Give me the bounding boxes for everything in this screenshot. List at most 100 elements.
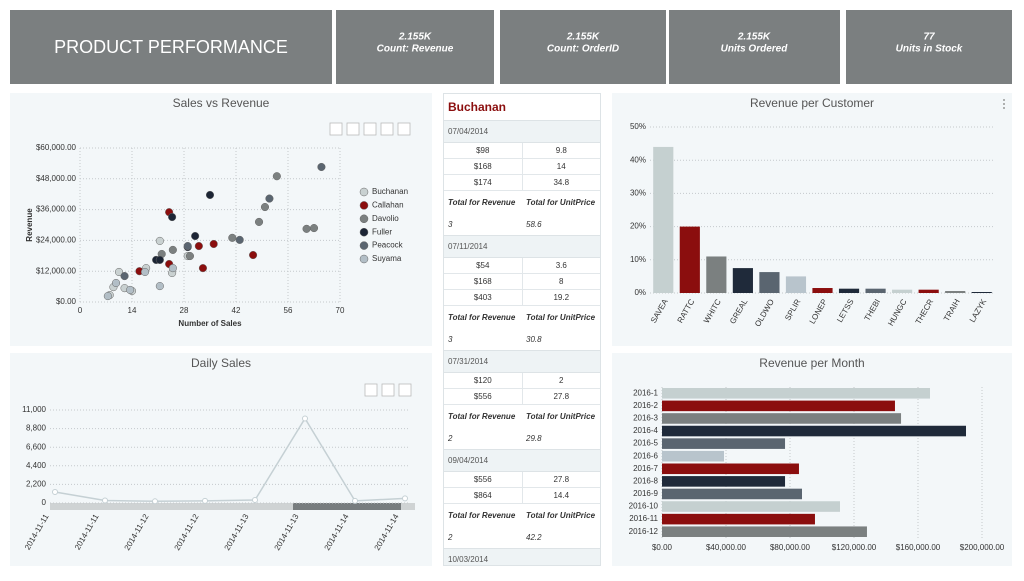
totals-label: Total for Revenue	[448, 197, 516, 207]
table-cell: 34.8	[521, 175, 601, 190]
bar	[662, 463, 799, 475]
scatter-point	[168, 245, 177, 254]
scatter-point	[120, 272, 129, 281]
scatter-point	[272, 172, 281, 181]
kpi-tile	[336, 10, 494, 84]
table-cell: 2	[521, 373, 601, 388]
kpi-value: 2.155K	[566, 32, 600, 43]
line-point	[152, 498, 158, 505]
range-selection[interactable]	[293, 503, 401, 510]
scatter-point	[126, 285, 135, 294]
bar	[653, 146, 674, 293]
bar	[662, 413, 902, 424]
legend-swatch	[359, 214, 369, 224]
x-tick-label: 0	[78, 306, 83, 315]
table-cell: $120	[473, 376, 492, 385]
pan-button[interactable]	[397, 122, 411, 136]
chart-title: Daily Sales	[191, 356, 251, 370]
y-tick-label: 2016-4	[633, 426, 658, 435]
y-tick-label: 2016-2	[633, 401, 658, 410]
table-title-text: Buchanan	[448, 100, 507, 114]
bar	[812, 288, 833, 293]
x-tick-label: $200,000.00	[960, 543, 1005, 552]
group-header: 07/11/2014	[444, 236, 600, 258]
y-tick-label: 2016-6	[633, 451, 658, 460]
table-row: $54 3.6	[444, 258, 600, 274]
y-tick-label: $0.00	[56, 297, 77, 306]
table-cell: $556	[473, 392, 492, 401]
panel	[612, 93, 1012, 346]
y-tick-label: $24,000.00	[36, 236, 77, 245]
table-cell: $98	[476, 146, 490, 155]
table-cell: $864	[473, 491, 492, 500]
scatter-point	[114, 267, 124, 277]
bar	[971, 292, 992, 293]
scatter-point	[249, 250, 258, 260]
y-tick-label: 2016-10	[629, 502, 659, 511]
totals-value: 2	[448, 532, 453, 542]
bar	[662, 450, 724, 462]
group-date: 10/03/2014	[448, 555, 489, 564]
y-tick-label: 40%	[630, 155, 646, 164]
bar	[679, 226, 700, 293]
table-cell: 27.8	[521, 472, 601, 487]
zoom-in-button[interactable]	[329, 122, 343, 136]
totals-label: Total for UnitPrice	[526, 510, 596, 520]
totals-row: 2 29.8	[444, 427, 600, 450]
bar	[759, 272, 780, 293]
kpi-label: Units Ordered	[721, 44, 789, 55]
line	[54, 417, 406, 503]
scatter-point	[260, 202, 270, 212]
y-tick-label: 11,000	[22, 405, 46, 414]
scatter-point	[209, 239, 218, 249]
group-header: 07/04/2014	[444, 121, 600, 143]
table-title: Buchanan	[444, 94, 600, 121]
reset-button[interactable]	[363, 122, 377, 136]
bar	[892, 289, 913, 293]
y-tick-label: 50%	[630, 122, 646, 131]
y-tick-label: 2,200	[26, 480, 47, 489]
bar	[662, 388, 930, 399]
legend-swatch	[359, 254, 369, 264]
range-slider[interactable]	[50, 503, 415, 510]
scatter-point	[155, 282, 164, 291]
scatter-point	[265, 194, 274, 203]
legend-label: Suyama	[372, 254, 402, 263]
totals-row: 2 42.2	[444, 526, 600, 549]
kpi-value: 77	[923, 32, 935, 43]
range-button[interactable]	[398, 383, 412, 397]
y-tick-label: 2016-5	[633, 439, 658, 448]
totals-label: Total for UnitPrice	[526, 312, 596, 322]
bar	[662, 400, 895, 412]
x-tick-label: $0.00	[652, 543, 673, 552]
x-tick-label: $80,000.00	[770, 543, 811, 552]
bar	[662, 438, 786, 449]
totals-value: 30.8	[526, 334, 542, 344]
table-cell: $556	[473, 475, 492, 484]
y-tick-label: 30%	[630, 189, 646, 198]
scatter-point	[155, 236, 164, 245]
y-tick-label: 4,400	[26, 461, 47, 470]
legend-label: Callahan	[372, 201, 404, 210]
totals-label: Total for Revenue	[448, 510, 516, 520]
zoom-out-button[interactable]	[346, 122, 360, 136]
table-row: $864 14.4	[444, 488, 600, 504]
table-cell: 19.2	[521, 290, 601, 305]
data-table: Buchanan 07/04/2014 $98 9.8 $168 14 $174 34.8 To…	[443, 93, 601, 566]
line-point	[102, 497, 108, 504]
bar	[918, 289, 939, 293]
dashboard-title: PRODUCT PERFORMANCE	[54, 37, 288, 57]
totals-value: 2	[448, 433, 453, 443]
table-cell: 9.8	[521, 143, 601, 158]
line-point	[202, 497, 208, 504]
line-point	[352, 497, 358, 504]
zoom-in-button[interactable]	[364, 383, 378, 397]
reset-button[interactable]	[381, 383, 395, 397]
totals-label-row: Total for Revenue Total for UnitPrice	[444, 504, 600, 526]
legend-swatch	[359, 187, 369, 197]
kpi-label: Count: OrderID	[547, 44, 619, 55]
menu-dot[interactable]	[1003, 99, 1005, 101]
title-tile	[10, 10, 332, 84]
select-button[interactable]	[380, 122, 394, 136]
